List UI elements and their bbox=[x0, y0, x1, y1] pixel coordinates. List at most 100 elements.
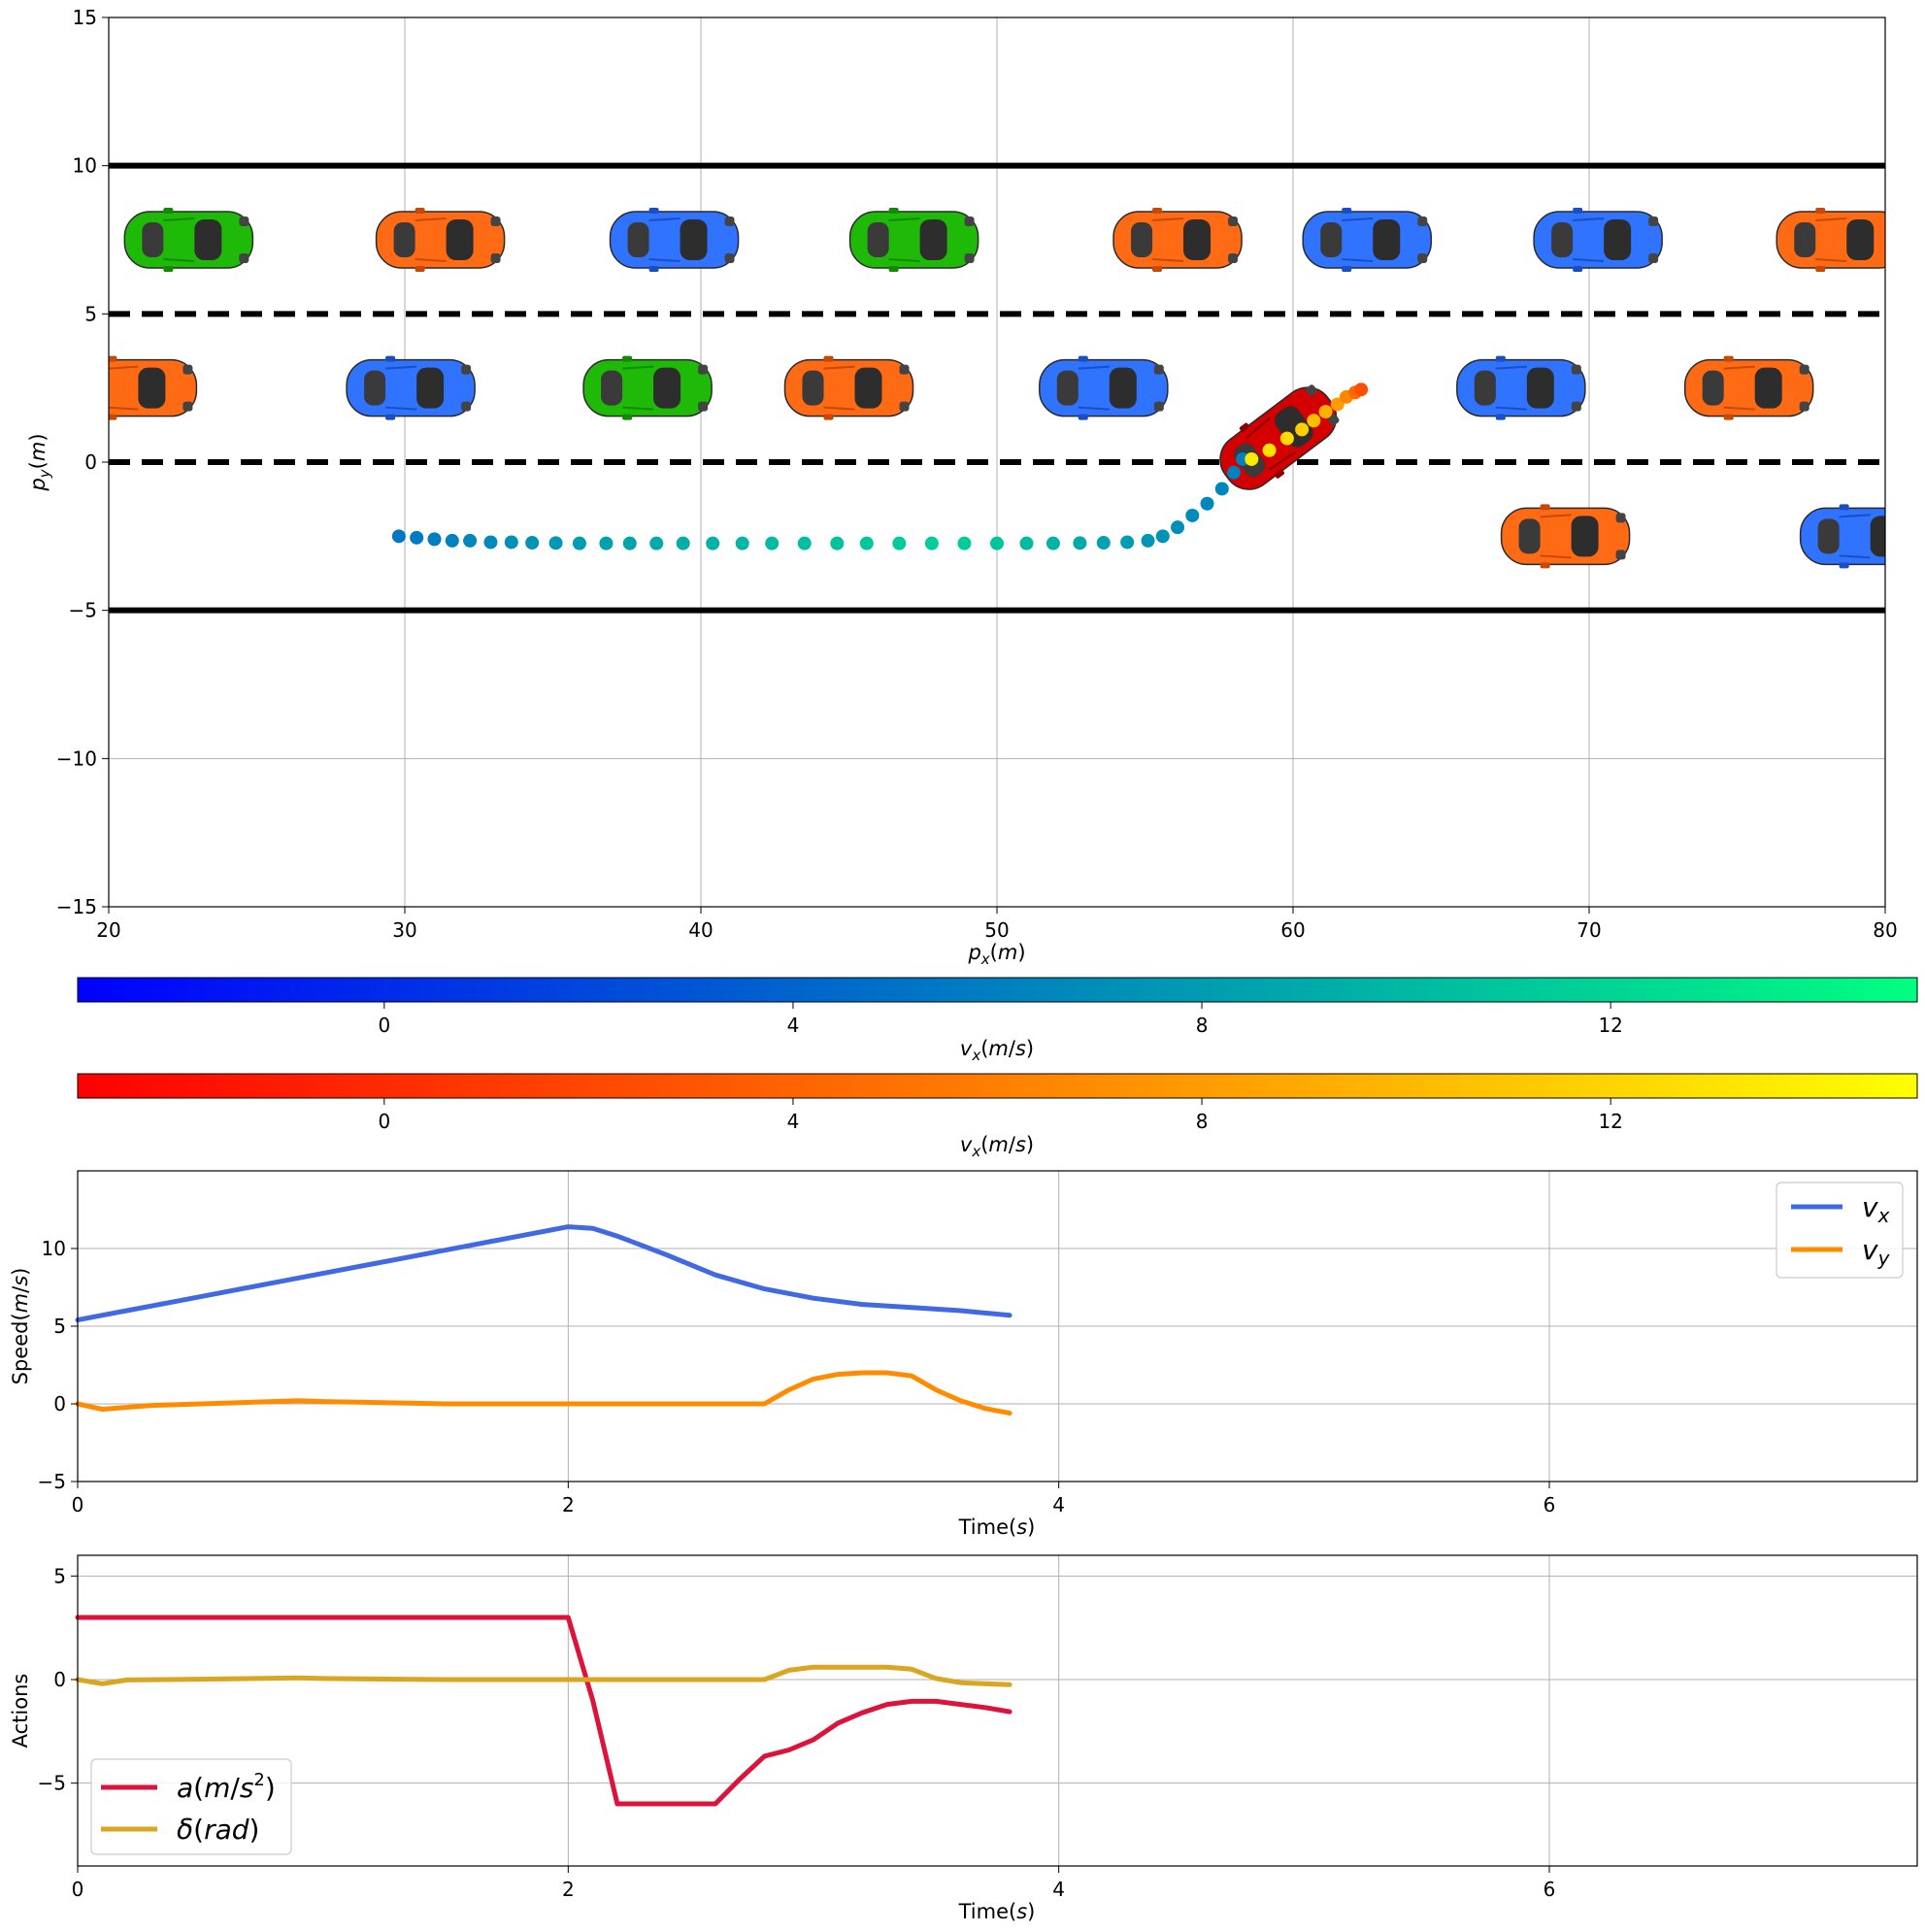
trajectory-past-point bbox=[391, 529, 406, 544]
car-headlight bbox=[1327, 414, 1340, 426]
car-roof-lines bbox=[415, 217, 447, 262]
car-headlight bbox=[1891, 217, 1901, 226]
car-body bbox=[1219, 386, 1338, 490]
vehicle-blue bbox=[1533, 208, 1663, 272]
car-rear-window bbox=[1056, 370, 1079, 406]
car-mirror bbox=[1239, 422, 1249, 432]
trajectory-past-point bbox=[622, 536, 637, 550]
trajectory-past-point bbox=[924, 536, 939, 550]
car-headlight bbox=[698, 364, 709, 375]
series-line bbox=[75, 1370, 1012, 1416]
car-headlight bbox=[1571, 401, 1581, 412]
trajectory-past-point bbox=[1200, 496, 1214, 511]
car-mirror bbox=[1275, 469, 1285, 479]
colorbar-tick-label: 8 bbox=[1196, 1110, 1209, 1133]
car-headlight bbox=[1615, 513, 1626, 523]
car-headlight bbox=[461, 401, 472, 412]
tick-label-x: 2 bbox=[562, 1878, 575, 1901]
car-windshield bbox=[653, 367, 681, 409]
tick-label-x: 6 bbox=[1543, 1493, 1556, 1516]
tick-label-y: 0 bbox=[53, 1392, 66, 1416]
trajectory-past-point bbox=[649, 536, 664, 550]
car-mirror bbox=[109, 355, 117, 362]
car-mirror bbox=[163, 208, 174, 214]
car-roof-lines bbox=[622, 365, 654, 411]
car-mirror bbox=[415, 208, 425, 214]
car-windshield bbox=[1274, 406, 1313, 448]
car-rear-window bbox=[393, 222, 415, 257]
trajectory-past-point bbox=[1171, 520, 1185, 535]
car-rear-window bbox=[85, 371, 107, 406]
tick-label-x: 20 bbox=[96, 918, 120, 942]
lane-markings bbox=[109, 162, 1885, 614]
trajectory-past-point bbox=[483, 535, 498, 550]
colorbar-tick-label: 4 bbox=[787, 1014, 800, 1037]
car-mirror bbox=[1839, 562, 1849, 569]
tick-label-x: 0 bbox=[72, 1878, 84, 1901]
car-windshield bbox=[1870, 516, 1885, 557]
car-headlight bbox=[1306, 384, 1317, 396]
car-mirror bbox=[648, 208, 659, 214]
car-windshield bbox=[1183, 219, 1211, 260]
vehicle-orange bbox=[85, 355, 198, 420]
car-headlight bbox=[1891, 253, 1901, 263]
car-mirror bbox=[622, 414, 633, 420]
trajectory-past-point bbox=[599, 536, 614, 550]
car-mirror bbox=[385, 414, 396, 420]
car-rear-window bbox=[1702, 370, 1724, 406]
tick-label-y: 5 bbox=[84, 302, 97, 325]
car-headlight bbox=[490, 217, 501, 226]
car-headlight bbox=[964, 217, 975, 226]
colorbar-future-ticks: 0 4 8 12 bbox=[378, 1098, 1623, 1133]
vehicle-blue bbox=[1302, 208, 1432, 272]
trajectory-future-point bbox=[1279, 431, 1294, 446]
vehicle-orange bbox=[375, 208, 506, 272]
trajectory-past-point bbox=[797, 536, 812, 550]
tick-label-x: 2 bbox=[562, 1493, 575, 1516]
car-mirror bbox=[1815, 266, 1826, 272]
car-headlight bbox=[899, 401, 910, 412]
car-windshield bbox=[194, 219, 222, 260]
legend-entry-steer: δ(rad) bbox=[177, 1814, 259, 1846]
speed-grid bbox=[78, 1171, 1917, 1482]
car-mirror bbox=[1342, 266, 1352, 272]
trajectory-future-point bbox=[1354, 383, 1369, 397]
tick-label-y: 10 bbox=[42, 1237, 66, 1260]
vehicle-green bbox=[848, 208, 979, 272]
car-rear-window bbox=[802, 370, 824, 406]
car-mirror bbox=[1495, 355, 1506, 362]
car-rear-window bbox=[1320, 222, 1343, 257]
tick-label-x: 4 bbox=[1052, 1493, 1065, 1516]
car-roof-lines bbox=[1839, 514, 1871, 559]
trajectory-past-point bbox=[1120, 535, 1135, 550]
trajectory-past-point bbox=[525, 536, 540, 550]
trajectory-past-point bbox=[1227, 465, 1241, 480]
car-headlight bbox=[183, 364, 193, 375]
car-mirror bbox=[385, 355, 396, 362]
colorbar-past-label: vx(m/s) bbox=[960, 1037, 1034, 1064]
car-roof-lines bbox=[1342, 217, 1374, 262]
trajectory-future-point bbox=[1318, 405, 1333, 419]
trajectory-past-point bbox=[572, 536, 586, 550]
car-windshield bbox=[416, 367, 445, 409]
car-mirror bbox=[1078, 355, 1088, 362]
colorbar-future: 0 4 8 12 vx(m/s) bbox=[77, 1073, 1918, 1160]
actions-series bbox=[75, 1615, 1012, 1807]
car-mirror bbox=[1839, 504, 1849, 511]
trajectory-past-point bbox=[830, 536, 845, 550]
car-windshield bbox=[919, 219, 947, 260]
car-rear-window bbox=[601, 370, 623, 406]
car-roof-lines bbox=[1815, 217, 1847, 262]
car-headlight bbox=[1915, 550, 1925, 559]
car-roof-lines bbox=[888, 217, 920, 262]
trajectory-past-point bbox=[706, 536, 720, 550]
colorbar-tick-label: 12 bbox=[1598, 1110, 1622, 1133]
colorbar-past-gradient bbox=[77, 977, 1918, 1003]
trajectory-past-point bbox=[427, 532, 442, 547]
car-mirror bbox=[888, 208, 899, 214]
trajectory-future-point bbox=[1245, 451, 1259, 466]
trajectory-future-point bbox=[1262, 443, 1277, 457]
trajectory-past-point bbox=[463, 533, 478, 548]
car-headlight bbox=[1153, 364, 1164, 375]
